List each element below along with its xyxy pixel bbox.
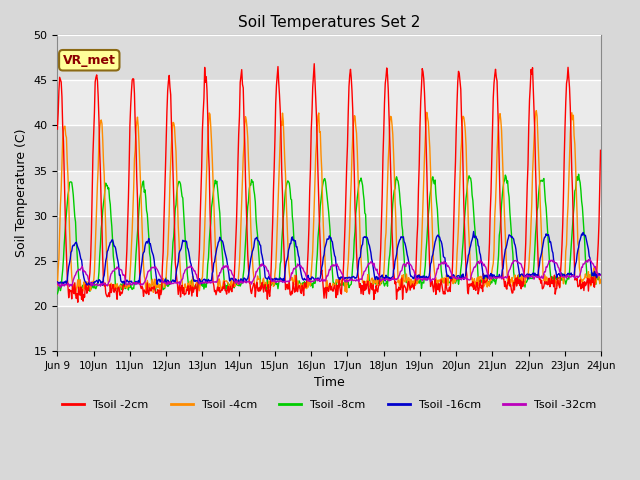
Bar bbox=[58, 36, 601, 81]
Bar bbox=[58, 306, 601, 351]
Legend: Tsoil -2cm, Tsoil -4cm, Tsoil -8cm, Tsoil -16cm, Tsoil -32cm: Tsoil -2cm, Tsoil -4cm, Tsoil -8cm, Tsoi… bbox=[58, 396, 601, 415]
X-axis label: Time: Time bbox=[314, 376, 345, 389]
Bar bbox=[58, 170, 601, 216]
Bar bbox=[58, 81, 601, 125]
Text: VR_met: VR_met bbox=[63, 54, 116, 67]
Bar bbox=[58, 261, 601, 306]
Title: Soil Temperatures Set 2: Soil Temperatures Set 2 bbox=[238, 15, 420, 30]
Bar bbox=[58, 216, 601, 261]
Y-axis label: Soil Temperature (C): Soil Temperature (C) bbox=[15, 129, 28, 257]
Bar bbox=[58, 125, 601, 170]
